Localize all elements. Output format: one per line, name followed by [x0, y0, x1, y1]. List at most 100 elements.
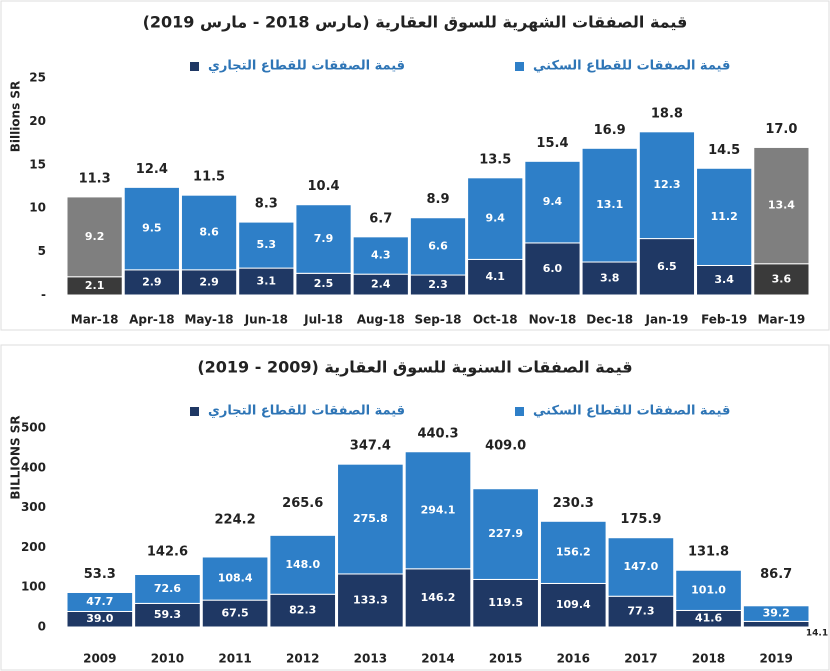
chart-title: قيمة الصفقات الشهرية للسوق العقارية (مار… — [143, 13, 688, 32]
x-tick-label: Mar-18 — [71, 313, 119, 327]
segment-label: 275.8 — [353, 512, 388, 525]
x-tick-label: Jan-19 — [645, 313, 689, 327]
total-label: 17.0 — [765, 122, 797, 137]
segment-label: 146.2 — [421, 591, 456, 604]
segment-label: 41.6 — [695, 612, 722, 625]
y-axis-label: Billions SR — [9, 81, 23, 153]
bar-segment — [696, 167, 753, 266]
bar-segment — [409, 217, 467, 276]
bar-segment — [638, 238, 696, 296]
y-tick-label: 500 — [21, 421, 46, 435]
segment-label: 3.8 — [600, 272, 620, 285]
y-tick-label: 200 — [21, 540, 46, 554]
segment-label: 3.1 — [257, 275, 277, 288]
bar-segment — [753, 263, 810, 296]
segment-label: 7.9 — [314, 232, 334, 245]
x-tick-label: 2019 — [759, 652, 792, 666]
x-tick-label: Dec-18 — [586, 313, 633, 327]
segment-label: 9.4 — [543, 195, 563, 208]
total-label: 8.9 — [426, 192, 449, 207]
segment-label: 9.4 — [485, 212, 505, 225]
bar-segment — [524, 160, 581, 244]
x-tick-label: Sep-18 — [414, 313, 461, 327]
segment-label: 72.6 — [154, 582, 181, 595]
bar-segment — [467, 177, 524, 260]
total-label: 10.4 — [307, 179, 339, 194]
segment-label: 12.3 — [653, 178, 680, 191]
legend-label: قيمة الصفقات للقطاع التجاري — [208, 404, 405, 419]
bar-segment — [524, 242, 581, 296]
bar-segment — [742, 620, 810, 628]
legend-label: قيمة الصفقات للقطاع التجاري — [208, 59, 405, 74]
segment-label: 147.0 — [624, 560, 659, 573]
bar-segment — [269, 593, 337, 628]
total-label: 12.4 — [136, 162, 168, 177]
total-label: 86.7 — [760, 567, 792, 582]
segment-label: 2.3 — [428, 278, 448, 291]
segment-label: 294.1 — [421, 503, 456, 516]
x-tick-label: 2009 — [83, 652, 116, 666]
bar-segment — [201, 599, 269, 628]
y-tick-label: 20 — [29, 114, 46, 128]
total-label: 224.2 — [215, 512, 256, 527]
bar-segment — [201, 556, 269, 601]
segment-label: 133.3 — [353, 593, 388, 606]
x-tick-label: Aug-18 — [357, 313, 405, 327]
bar-segment — [123, 269, 180, 296]
segment-label: 3.6 — [772, 272, 792, 285]
total-label: 347.4 — [350, 439, 391, 454]
x-tick-label: 2010 — [151, 652, 184, 666]
x-tick-label: Oct-18 — [473, 313, 518, 327]
segment-label: 14.1 — [806, 629, 828, 639]
total-label: 175.9 — [620, 512, 661, 527]
bar-segment — [404, 568, 472, 628]
y-tick-label: 0 — [38, 620, 46, 634]
y-tick-label: 25 — [29, 71, 46, 85]
total-label: 8.3 — [255, 197, 278, 212]
bar-segment — [742, 605, 810, 622]
total-label: 440.3 — [417, 426, 458, 441]
x-tick-label: 2015 — [489, 652, 522, 666]
bar-segment — [352, 236, 409, 275]
bar-segment — [638, 131, 696, 240]
y-tick-label: 300 — [21, 500, 46, 514]
segment-label: 13.4 — [768, 199, 795, 212]
bar-segment — [404, 451, 472, 570]
segment-label: 39.2 — [763, 607, 790, 620]
segment-label: 2.4 — [371, 278, 391, 291]
bar-segment — [675, 569, 742, 611]
legend-swatch — [190, 62, 199, 71]
x-tick-label: 2017 — [624, 652, 657, 666]
total-label: 13.5 — [479, 152, 511, 167]
bar-segment — [753, 146, 810, 265]
legend-swatch — [190, 407, 199, 416]
bar-segment — [472, 578, 539, 628]
segment-label: 156.2 — [556, 545, 591, 558]
total-label: 142.6 — [147, 545, 188, 560]
segment-label: 6.0 — [543, 262, 563, 275]
segment-label: 8.6 — [199, 226, 219, 239]
total-label: 230.3 — [553, 496, 594, 511]
total-label: 11.5 — [193, 170, 225, 185]
bar-segment — [180, 269, 238, 296]
total-label: 265.6 — [282, 496, 323, 511]
segment-label: 109.4 — [556, 598, 591, 611]
total-label: 131.8 — [688, 545, 729, 560]
x-tick-label: 2016 — [557, 652, 590, 666]
total-label: 15.4 — [536, 136, 568, 151]
bar-segment — [66, 196, 123, 278]
y-tick-label: 5 — [38, 244, 46, 258]
segment-label: 6.5 — [657, 260, 677, 273]
total-label: 14.5 — [708, 143, 740, 158]
segment-label: 59.3 — [154, 608, 181, 621]
segment-label: 227.9 — [488, 527, 523, 540]
x-tick-label: 2018 — [692, 652, 725, 666]
segment-label: 101.0 — [691, 583, 726, 596]
total-label: 409.0 — [485, 439, 526, 454]
segment-label: 67.5 — [222, 607, 249, 620]
segment-label: 9.2 — [85, 230, 105, 243]
segment-label: 11.2 — [711, 210, 738, 223]
segment-label: 148.0 — [285, 558, 320, 571]
bar-segment — [467, 258, 524, 296]
